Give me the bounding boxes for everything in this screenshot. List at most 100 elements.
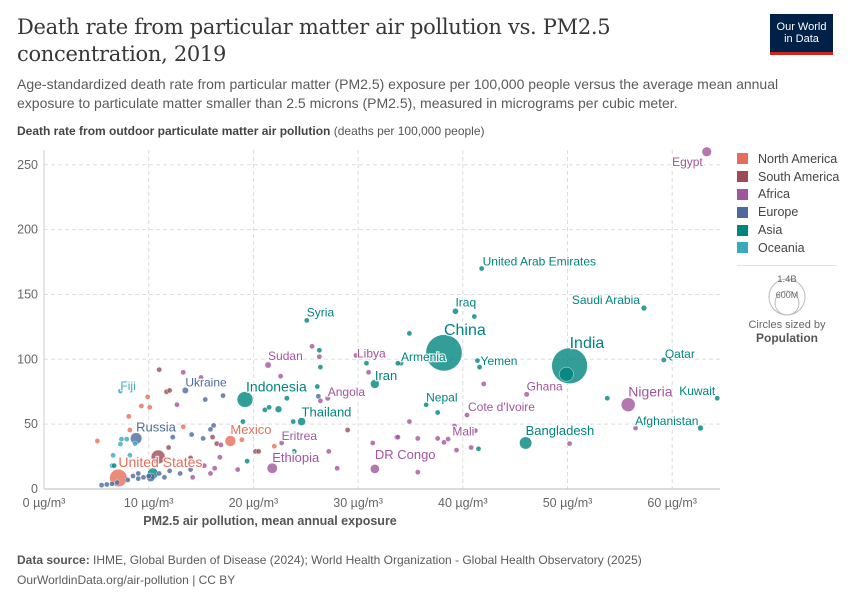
- data-point[interactable]: [166, 387, 173, 394]
- data-point[interactable]: [271, 443, 278, 449]
- legend-item-asia[interactable]: Asia: [737, 221, 839, 239]
- data-point[interactable]: [314, 383, 321, 390]
- legend-item-south-america[interactable]: South America: [737, 168, 839, 186]
- data-point-thailand[interactable]: [297, 417, 306, 426]
- data-point[interactable]: [363, 360, 370, 366]
- data-point-egypt[interactable]: [701, 146, 712, 157]
- data-point[interactable]: [132, 440, 138, 447]
- data-point[interactable]: [156, 366, 162, 373]
- data-point[interactable]: [234, 466, 241, 473]
- data-point[interactable]: [177, 470, 183, 477]
- data-point[interactable]: [123, 436, 130, 442]
- data-point[interactable]: [414, 435, 421, 442]
- data-point[interactable]: [174, 401, 180, 408]
- data-point-afghanistan[interactable]: [697, 424, 704, 432]
- data-point-saudi-arabia[interactable]: [640, 305, 647, 312]
- data-point[interactable]: [140, 474, 147, 481]
- data-point-kuwait[interactable]: [714, 395, 721, 402]
- data-point[interactable]: [180, 423, 187, 430]
- data-point[interactable]: [334, 465, 340, 472]
- data-point[interactable]: [109, 481, 115, 487]
- data-point[interactable]: [117, 441, 124, 447]
- data-point[interactable]: [110, 452, 116, 459]
- data-point[interactable]: [291, 448, 298, 455]
- data-point[interactable]: [94, 438, 101, 444]
- data-point[interactable]: [240, 418, 246, 425]
- data-point[interactable]: [126, 413, 132, 420]
- data-point[interactable]: [604, 395, 611, 402]
- data-point[interactable]: [434, 409, 441, 416]
- data-point[interactable]: [165, 444, 172, 451]
- legend-item-north-america[interactable]: North America: [737, 150, 839, 168]
- data-point-sudan[interactable]: [264, 361, 272, 369]
- data-point[interactable]: [201, 462, 207, 469]
- data-point[interactable]: [180, 369, 187, 376]
- data-point[interactable]: [632, 425, 639, 431]
- data-point[interactable]: [266, 404, 272, 411]
- data-point[interactable]: [325, 448, 332, 455]
- data-point[interactable]: [187, 455, 194, 461]
- legend-item-oceania[interactable]: Oceania: [737, 239, 839, 257]
- data-point[interactable]: [284, 395, 290, 402]
- data-point[interactable]: [124, 477, 131, 483]
- data-point[interactable]: [189, 474, 196, 481]
- data-point[interactable]: [104, 481, 110, 488]
- data-point[interactable]: [111, 462, 117, 469]
- data-point[interactable]: [135, 470, 142, 477]
- data-point[interactable]: [127, 427, 133, 433]
- data-point[interactable]: [262, 407, 268, 413]
- data-point-nigeria[interactable]: [621, 397, 636, 412]
- data-point-ghana[interactable]: [523, 391, 530, 398]
- data-point[interactable]: [480, 381, 487, 387]
- data-point[interactable]: [166, 468, 173, 474]
- data-point[interactable]: [277, 373, 284, 379]
- legend-item-africa[interactable]: Africa: [737, 186, 839, 204]
- data-point[interactable]: [317, 398, 324, 404]
- legend-item-europe[interactable]: Europe: [737, 203, 839, 221]
- data-point[interactable]: [453, 447, 460, 453]
- data-point[interactable]: [210, 422, 217, 429]
- data-point[interactable]: [239, 436, 245, 443]
- data-point[interactable]: [144, 394, 151, 400]
- data-point[interactable]: [414, 469, 421, 475]
- data-point[interactable]: [118, 436, 125, 442]
- data-point-indonesia[interactable]: [236, 391, 254, 408]
- data-point[interactable]: [441, 439, 447, 446]
- data-point[interactable]: [200, 435, 206, 442]
- data-point[interactable]: [207, 426, 214, 433]
- data-point-iraq[interactable]: [452, 308, 459, 315]
- data-point[interactable]: [395, 434, 401, 440]
- data-point[interactable]: [220, 392, 226, 399]
- data-point[interactable]: [161, 474, 168, 481]
- data-point[interactable]: [130, 473, 136, 479]
- data-point[interactable]: [138, 403, 145, 409]
- data-point[interactable]: [244, 458, 250, 464]
- data-point[interactable]: [315, 393, 322, 400]
- data-point[interactable]: [255, 448, 262, 455]
- data-point[interactable]: [187, 466, 194, 473]
- data-point-yemen[interactable]: [476, 364, 483, 370]
- data-point-ukraine[interactable]: [181, 387, 189, 394]
- data-point-china[interactable]: [425, 334, 463, 372]
- owid-logo[interactable]: Our World in Data: [770, 14, 833, 55]
- data-point[interactable]: [406, 418, 413, 425]
- data-point[interactable]: [202, 396, 209, 403]
- data-point[interactable]: [434, 435, 441, 442]
- data-point[interactable]: [406, 330, 413, 337]
- data-point[interactable]: [207, 470, 214, 477]
- data-point[interactable]: [198, 374, 204, 381]
- data-point-iran[interactable]: [370, 379, 380, 389]
- footer-url[interactable]: OurWorldinData.org/air-pollution | CC BY: [17, 573, 236, 587]
- data-point[interactable]: [218, 442, 224, 448]
- data-point-angola[interactable]: [324, 395, 331, 402]
- data-point[interactable]: [344, 427, 351, 433]
- data-point[interactable]: [146, 404, 153, 411]
- data-point[interactable]: [309, 343, 315, 350]
- data-point[interactable]: [98, 482, 105, 488]
- data-point-cote-d-ivoire[interactable]: [464, 412, 470, 418]
- data-point[interactable]: [274, 405, 283, 413]
- data-point-dr-congo[interactable]: [370, 464, 380, 474]
- data-point[interactable]: [188, 431, 195, 438]
- data-point[interactable]: [468, 444, 474, 451]
- data-point[interactable]: [445, 436, 451, 442]
